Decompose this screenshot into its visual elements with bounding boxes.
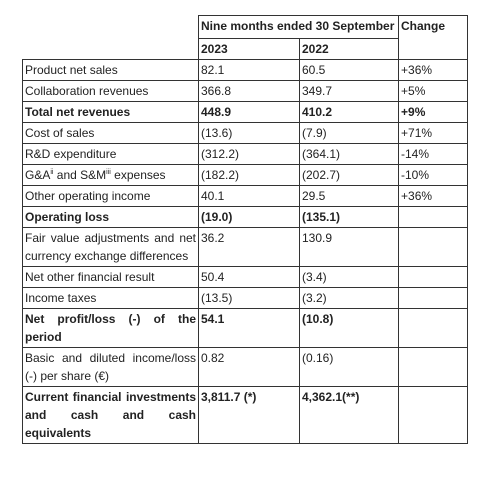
value-cell: 60.5 xyxy=(298,59,400,81)
change-cell: +71% xyxy=(398,122,469,144)
row-label: Fair value adjustments and net currency … xyxy=(22,227,199,267)
value-cell: (312.2) xyxy=(198,143,300,165)
row-label: Net other financial result xyxy=(22,266,199,288)
value-cell: (13.6) xyxy=(198,122,300,144)
value-cell: (202.7) xyxy=(298,164,400,186)
table-row: Net other financial result 50.4 (3.4) xyxy=(22,266,469,288)
value-cell: (364.1) xyxy=(298,143,400,165)
row-label: Operating loss xyxy=(22,206,199,228)
label-part: ii xyxy=(50,169,54,176)
value-cell: 50.4 xyxy=(198,266,300,288)
value-cell: (0.16) xyxy=(298,347,400,387)
table-row: Income taxes (13.5) (3.2) xyxy=(22,287,469,309)
value-cell: 366.8 xyxy=(198,80,300,102)
change-cell xyxy=(398,347,469,387)
change-cell: +36% xyxy=(398,185,469,207)
year-header: 2023 xyxy=(198,38,300,60)
header-row: Nine months ended 30 September Change xyxy=(23,15,469,60)
value-cell: 4,362.1(**) xyxy=(298,386,400,444)
value-cell: (135.1) xyxy=(298,206,400,228)
table-row: Basic and diluted income/loss (-) per sh… xyxy=(22,347,469,387)
value-cell: 448.9 xyxy=(198,101,300,123)
year-header: 2022 xyxy=(298,38,400,60)
value-cell: (13.5) xyxy=(198,287,300,309)
row-label: Collaboration revenues xyxy=(22,80,199,102)
change-cell xyxy=(398,386,469,444)
change-cell: +9% xyxy=(398,101,469,123)
value-cell: 130.9 xyxy=(298,227,400,267)
row-label: Cost of sales xyxy=(22,122,199,144)
row-label: R&D expenditure xyxy=(22,143,199,165)
value-cell: (10.8) xyxy=(298,308,400,348)
change-header: Change xyxy=(398,15,469,60)
row-label: Income taxes xyxy=(22,287,199,309)
row-label: Basic and diluted income/loss (-) per sh… xyxy=(22,347,199,387)
label-part: and S&M xyxy=(53,168,107,182)
value-cell: 29.5 xyxy=(298,185,400,207)
table-row: R&D expenditure (312.2) (364.1) -14% xyxy=(22,143,469,165)
row-label: Product net sales xyxy=(22,59,199,81)
change-cell xyxy=(398,266,469,288)
value-cell: (182.2) xyxy=(198,164,300,186)
value-cell: 40.1 xyxy=(198,185,300,207)
change-cell xyxy=(398,206,469,228)
empty-cell xyxy=(23,16,199,60)
table-row: Fair value adjustments and net currency … xyxy=(22,227,469,267)
value-cell: (19.0) xyxy=(198,206,300,228)
row-label: Current financial investments and cash a… xyxy=(22,386,199,444)
label-part: expenses xyxy=(110,168,166,182)
table-row: Total net revenues 448.9 410.2 +9% xyxy=(22,101,469,123)
row-label: Other operating income xyxy=(22,185,199,207)
table-row: Operating loss (19.0) (135.1) xyxy=(22,206,469,228)
value-cell: (3.4) xyxy=(298,266,400,288)
change-cell xyxy=(398,287,469,309)
table-row: Current financial investments and cash a… xyxy=(22,386,469,444)
change-cell: -14% xyxy=(398,143,469,165)
table-row: Collaboration revenues 366.8 349.7 +5% xyxy=(22,80,469,102)
change-cell xyxy=(398,308,469,348)
table-row: Net profit/loss (-) of the period 54.1 (10… xyxy=(22,308,469,348)
value-cell: 3,811.7 (*) xyxy=(198,386,300,444)
change-cell: +5% xyxy=(398,80,469,102)
table-row: Other operating income 40.1 29.5 +36% xyxy=(22,185,469,207)
value-cell: (3.2) xyxy=(298,287,400,309)
label-part: G&A xyxy=(25,168,51,182)
table-row: G&Aii and S&Miii expenses (182.2) (202.7) -… xyxy=(22,164,469,186)
value-cell: 82.1 xyxy=(198,59,300,81)
change-cell xyxy=(398,227,469,267)
period-header: Nine months ended 30 September xyxy=(197,15,400,39)
label-part: iii xyxy=(106,169,111,176)
row-label: G&Aii and S&Miii expenses xyxy=(22,164,199,186)
row-label: Net profit/loss (-) of the period xyxy=(22,308,199,348)
value-cell: 36.2 xyxy=(198,227,300,267)
change-cell: +36% xyxy=(398,59,469,81)
value-cell: 54.1 xyxy=(198,308,300,348)
table-row: Product net sales 82.1 60.5 +36% xyxy=(22,59,469,81)
row-label: Total net revenues xyxy=(22,101,199,123)
value-cell: 349.7 xyxy=(298,80,400,102)
table-row: Cost of sales (13.6) (7.9) +71% xyxy=(22,122,469,144)
change-cell: -10% xyxy=(398,164,469,186)
financial-table: Nine months ended 30 September Change 20… xyxy=(22,15,469,444)
value-cell: 0.82 xyxy=(198,347,300,387)
value-cell: 410.2 xyxy=(298,101,400,123)
value-cell: (7.9) xyxy=(298,122,400,144)
